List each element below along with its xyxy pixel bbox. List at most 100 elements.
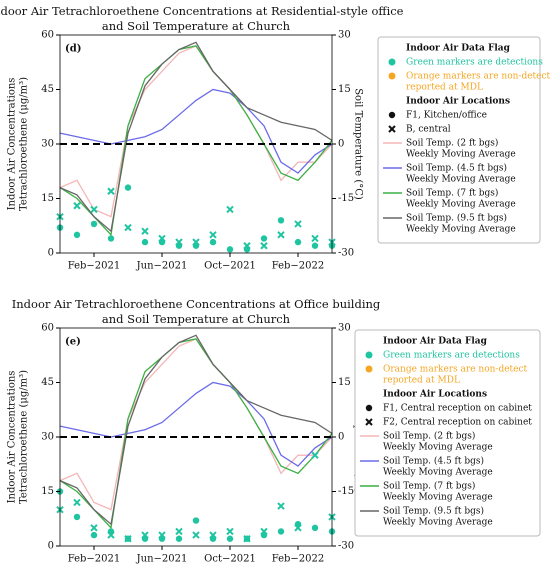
data-point: [277, 217, 285, 224]
legend-label: Soil Temp. (2 ft bgs): [383, 431, 475, 442]
data-point: [311, 451, 319, 459]
panel-label: (e): [65, 337, 81, 348]
data-point: [226, 527, 234, 536]
data-point: [107, 531, 115, 539]
legend-marker: [365, 418, 373, 426]
legend-marker: [388, 58, 396, 66]
y-axis-label: Indoor Air Concentrations: [7, 78, 18, 211]
data-point: [175, 238, 183, 246]
soil-temp-line: [59, 334, 333, 526]
legend-title: Indoor Air Locations: [406, 97, 510, 107]
y-tick-label: 15: [41, 486, 54, 497]
legend-label: Soil Temp. (4.5 ft bgs): [383, 456, 484, 467]
soil-temp-line: [59, 88, 333, 174]
y2-tick-label: 0: [338, 432, 344, 443]
data-point: [124, 535, 132, 543]
x-tick-label: Jun−2021: [136, 261, 188, 272]
data-point: [73, 231, 81, 239]
legend-label: Weekly Moving Average: [383, 518, 493, 528]
data-point: [90, 220, 98, 228]
data-point: [260, 242, 268, 250]
data-point: [209, 531, 217, 539]
legend-label: Soil Temp. (9.5 ft bgs): [406, 213, 507, 224]
legend-title: Indoor Air Data Flag: [406, 44, 511, 54]
data-point: [226, 205, 234, 214]
data-point: [226, 535, 234, 542]
legend-label: Soil Temp. (4.5 ft bgs): [406, 163, 507, 174]
x-tick-label: Feb−2021: [68, 261, 121, 272]
data-point: [243, 242, 251, 250]
data-point: [277, 231, 285, 239]
data-point: [192, 517, 200, 524]
data-point: [311, 242, 319, 249]
legend-label: Orange markers are non-detect: [406, 72, 550, 82]
chart-title: and Soil Temperature at Church: [102, 19, 291, 33]
legend-marker: [365, 404, 373, 412]
legend-label: Weekly Moving Average: [406, 150, 516, 160]
x-tick-label: Feb−2022: [272, 554, 325, 565]
chart-title: and Soil Temperature at Church: [102, 312, 291, 326]
data-point: [260, 527, 268, 536]
y-tick-label: 30: [41, 432, 54, 443]
legend-title: Indoor Air Data Flag: [383, 337, 488, 347]
soil-temp-line: [59, 41, 333, 233]
y2-tick-label: 30: [338, 30, 351, 41]
legend-marker: [388, 72, 396, 80]
data-point: [90, 205, 98, 214]
y-tick-label: 30: [41, 139, 54, 150]
x-tick-label: Oct−2021: [204, 554, 256, 565]
data-point: [175, 527, 183, 536]
data-point: [73, 513, 81, 521]
data-point: [141, 531, 149, 539]
data-point: [294, 220, 302, 228]
legend-label: Weekly Moving Average: [383, 493, 493, 503]
x-tick-label: Feb−2022: [272, 261, 325, 272]
legend-label: Soil Temp. (2 ft bgs): [406, 138, 498, 149]
y-tick-label: 60: [41, 323, 54, 334]
legend-label: F1, Central reception on cabinet: [383, 404, 532, 414]
y-axis-label: Tetrachloroethene (μg/m³): [19, 370, 30, 504]
data-point: [107, 235, 115, 242]
x-tick-label: Feb−2021: [68, 554, 121, 565]
data-point: [141, 227, 149, 235]
y2-tick-label: 0: [338, 139, 344, 150]
soil-temp-line: [59, 45, 333, 218]
legend-marker: [365, 365, 373, 373]
legend-box: [354, 329, 541, 537]
data-point: [260, 235, 268, 242]
legend-label: Weekly Moving Average: [383, 443, 493, 453]
data-point: [209, 231, 217, 239]
y-tick-label: 45: [41, 377, 54, 388]
legend-label: Soil Temp. (7 ft bgs): [383, 481, 475, 492]
data-point: [158, 531, 166, 539]
y-axis-label: Indoor Air Concentrations: [7, 371, 18, 504]
data-point: [192, 531, 200, 539]
y2-tick-label: 15: [338, 84, 351, 95]
legend-label: Weekly Moving Average: [406, 225, 516, 235]
soil-temp-line: [59, 45, 333, 237]
data-point: [158, 234, 166, 243]
y2-tick-label: 30: [338, 323, 351, 334]
y-tick-label: 0: [48, 541, 54, 552]
legend-label: Green markers are detections: [406, 58, 543, 68]
y2-tick-label: -30: [338, 541, 354, 552]
soil-temp-line: [59, 338, 333, 511]
data-point: [107, 187, 115, 195]
x-tick-label: Oct−2021: [204, 261, 256, 272]
legend-label: Weekly Moving Average: [383, 468, 493, 478]
legend-label: Weekly Moving Average: [406, 200, 516, 210]
legend-label: F2, Central reception on cabinet: [383, 418, 532, 428]
soil-temp-line: [59, 381, 333, 467]
legend-label: Soil Temp. (7 ft bgs): [406, 188, 498, 199]
data-point: [175, 535, 183, 542]
data-point: [73, 498, 81, 507]
y-tick-label: 0: [48, 248, 54, 259]
y-tick-label: 15: [41, 193, 54, 204]
legend-label: Orange markers are non-detect: [383, 365, 528, 375]
data-point: [73, 202, 81, 210]
legend-marker: [388, 111, 396, 119]
x-tick-label: Jun−2021: [136, 554, 188, 565]
data-point: [90, 524, 98, 532]
data-point: [141, 238, 149, 246]
